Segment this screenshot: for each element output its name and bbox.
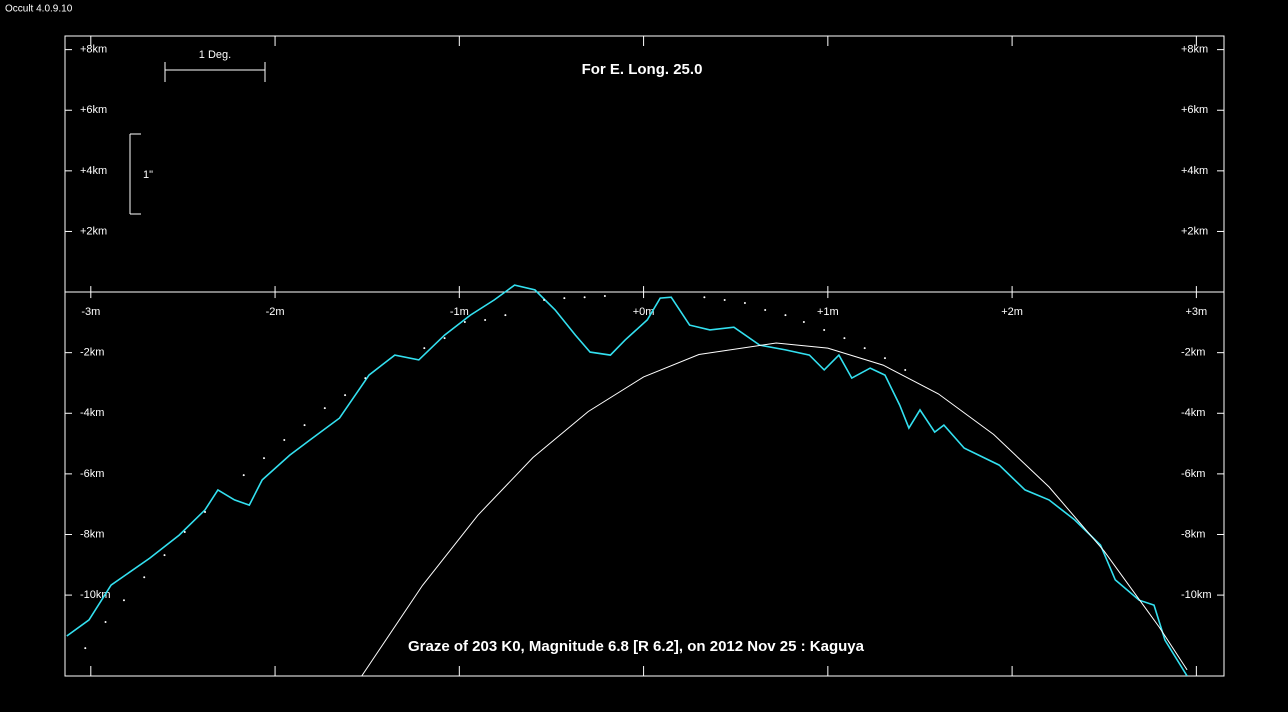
y-tick-label: -6km	[80, 468, 104, 480]
caption: Graze of 203 K0, Magnitude 6.8 [R 6.2], …	[408, 638, 865, 655]
point	[563, 297, 566, 300]
point	[143, 576, 146, 579]
point	[364, 377, 367, 380]
window-title: Occult 4.0.9.10	[5, 4, 73, 15]
y-tick-label: -8km	[80, 528, 104, 540]
point	[904, 368, 907, 371]
y-tick-label: -6km	[1181, 468, 1205, 480]
point	[883, 357, 886, 360]
point	[463, 321, 466, 324]
plot-frame	[64, 35, 1225, 677]
point	[423, 347, 426, 350]
point	[484, 318, 487, 321]
point	[543, 298, 546, 301]
y-tick-label: +2km	[1181, 225, 1208, 237]
point	[764, 308, 767, 311]
point	[583, 296, 586, 299]
point	[204, 511, 207, 514]
scale-bar-y	[129, 133, 141, 215]
y-tick-label: -4km	[80, 407, 104, 419]
x-tick-label: +1m	[817, 306, 839, 318]
point	[84, 647, 87, 650]
scale-bar-x	[164, 62, 266, 82]
plot-area	[66, 284, 1188, 676]
series-line	[361, 342, 1188, 676]
y-tick-label: +4km	[80, 165, 107, 177]
scale-bar-x-label: 1 Deg.	[199, 49, 231, 61]
point	[263, 457, 266, 460]
point	[323, 407, 326, 410]
x-tick-label: -3m	[81, 306, 100, 318]
y-tick-label: -2km	[1181, 347, 1205, 359]
x-tick-label: -2m	[266, 306, 285, 318]
point	[863, 347, 866, 350]
point	[603, 295, 606, 297]
y-tick-label: +6km	[80, 104, 107, 116]
point	[303, 424, 306, 427]
point	[344, 394, 347, 397]
x-tick-label: +0m	[633, 306, 655, 318]
y-tick-label: +6km	[1181, 104, 1208, 116]
y-tick-label: -10km	[1181, 589, 1212, 601]
point	[723, 298, 726, 301]
point	[283, 438, 286, 441]
point	[823, 328, 826, 331]
point	[443, 337, 446, 340]
scale-bar-y-label: 1"	[143, 169, 153, 181]
point	[784, 314, 787, 317]
chart-title: For E. Long. 25.0	[582, 61, 703, 78]
point	[163, 554, 166, 557]
point	[183, 531, 186, 534]
point	[802, 321, 805, 324]
x-tick-label: +2m	[1001, 306, 1023, 318]
series-line	[66, 284, 1188, 676]
y-tick-label: +8km	[80, 44, 107, 56]
point	[242, 474, 245, 477]
y-tick-label: -4km	[1181, 407, 1205, 419]
point	[843, 337, 846, 340]
point	[743, 301, 746, 304]
point	[504, 314, 507, 317]
x-tick-label: -1m	[450, 306, 469, 318]
point	[104, 621, 107, 624]
point	[122, 599, 125, 602]
x-tick-label: +3m	[1186, 306, 1208, 318]
y-tick-label: -10km	[80, 589, 111, 601]
y-tick-label: +4km	[1181, 165, 1208, 177]
point	[703, 296, 706, 299]
y-tick-label: +2km	[80, 225, 107, 237]
y-tick-label: -2km	[80, 347, 104, 359]
y-tick-label: +8km	[1181, 44, 1208, 56]
y-tick-label: -8km	[1181, 528, 1205, 540]
